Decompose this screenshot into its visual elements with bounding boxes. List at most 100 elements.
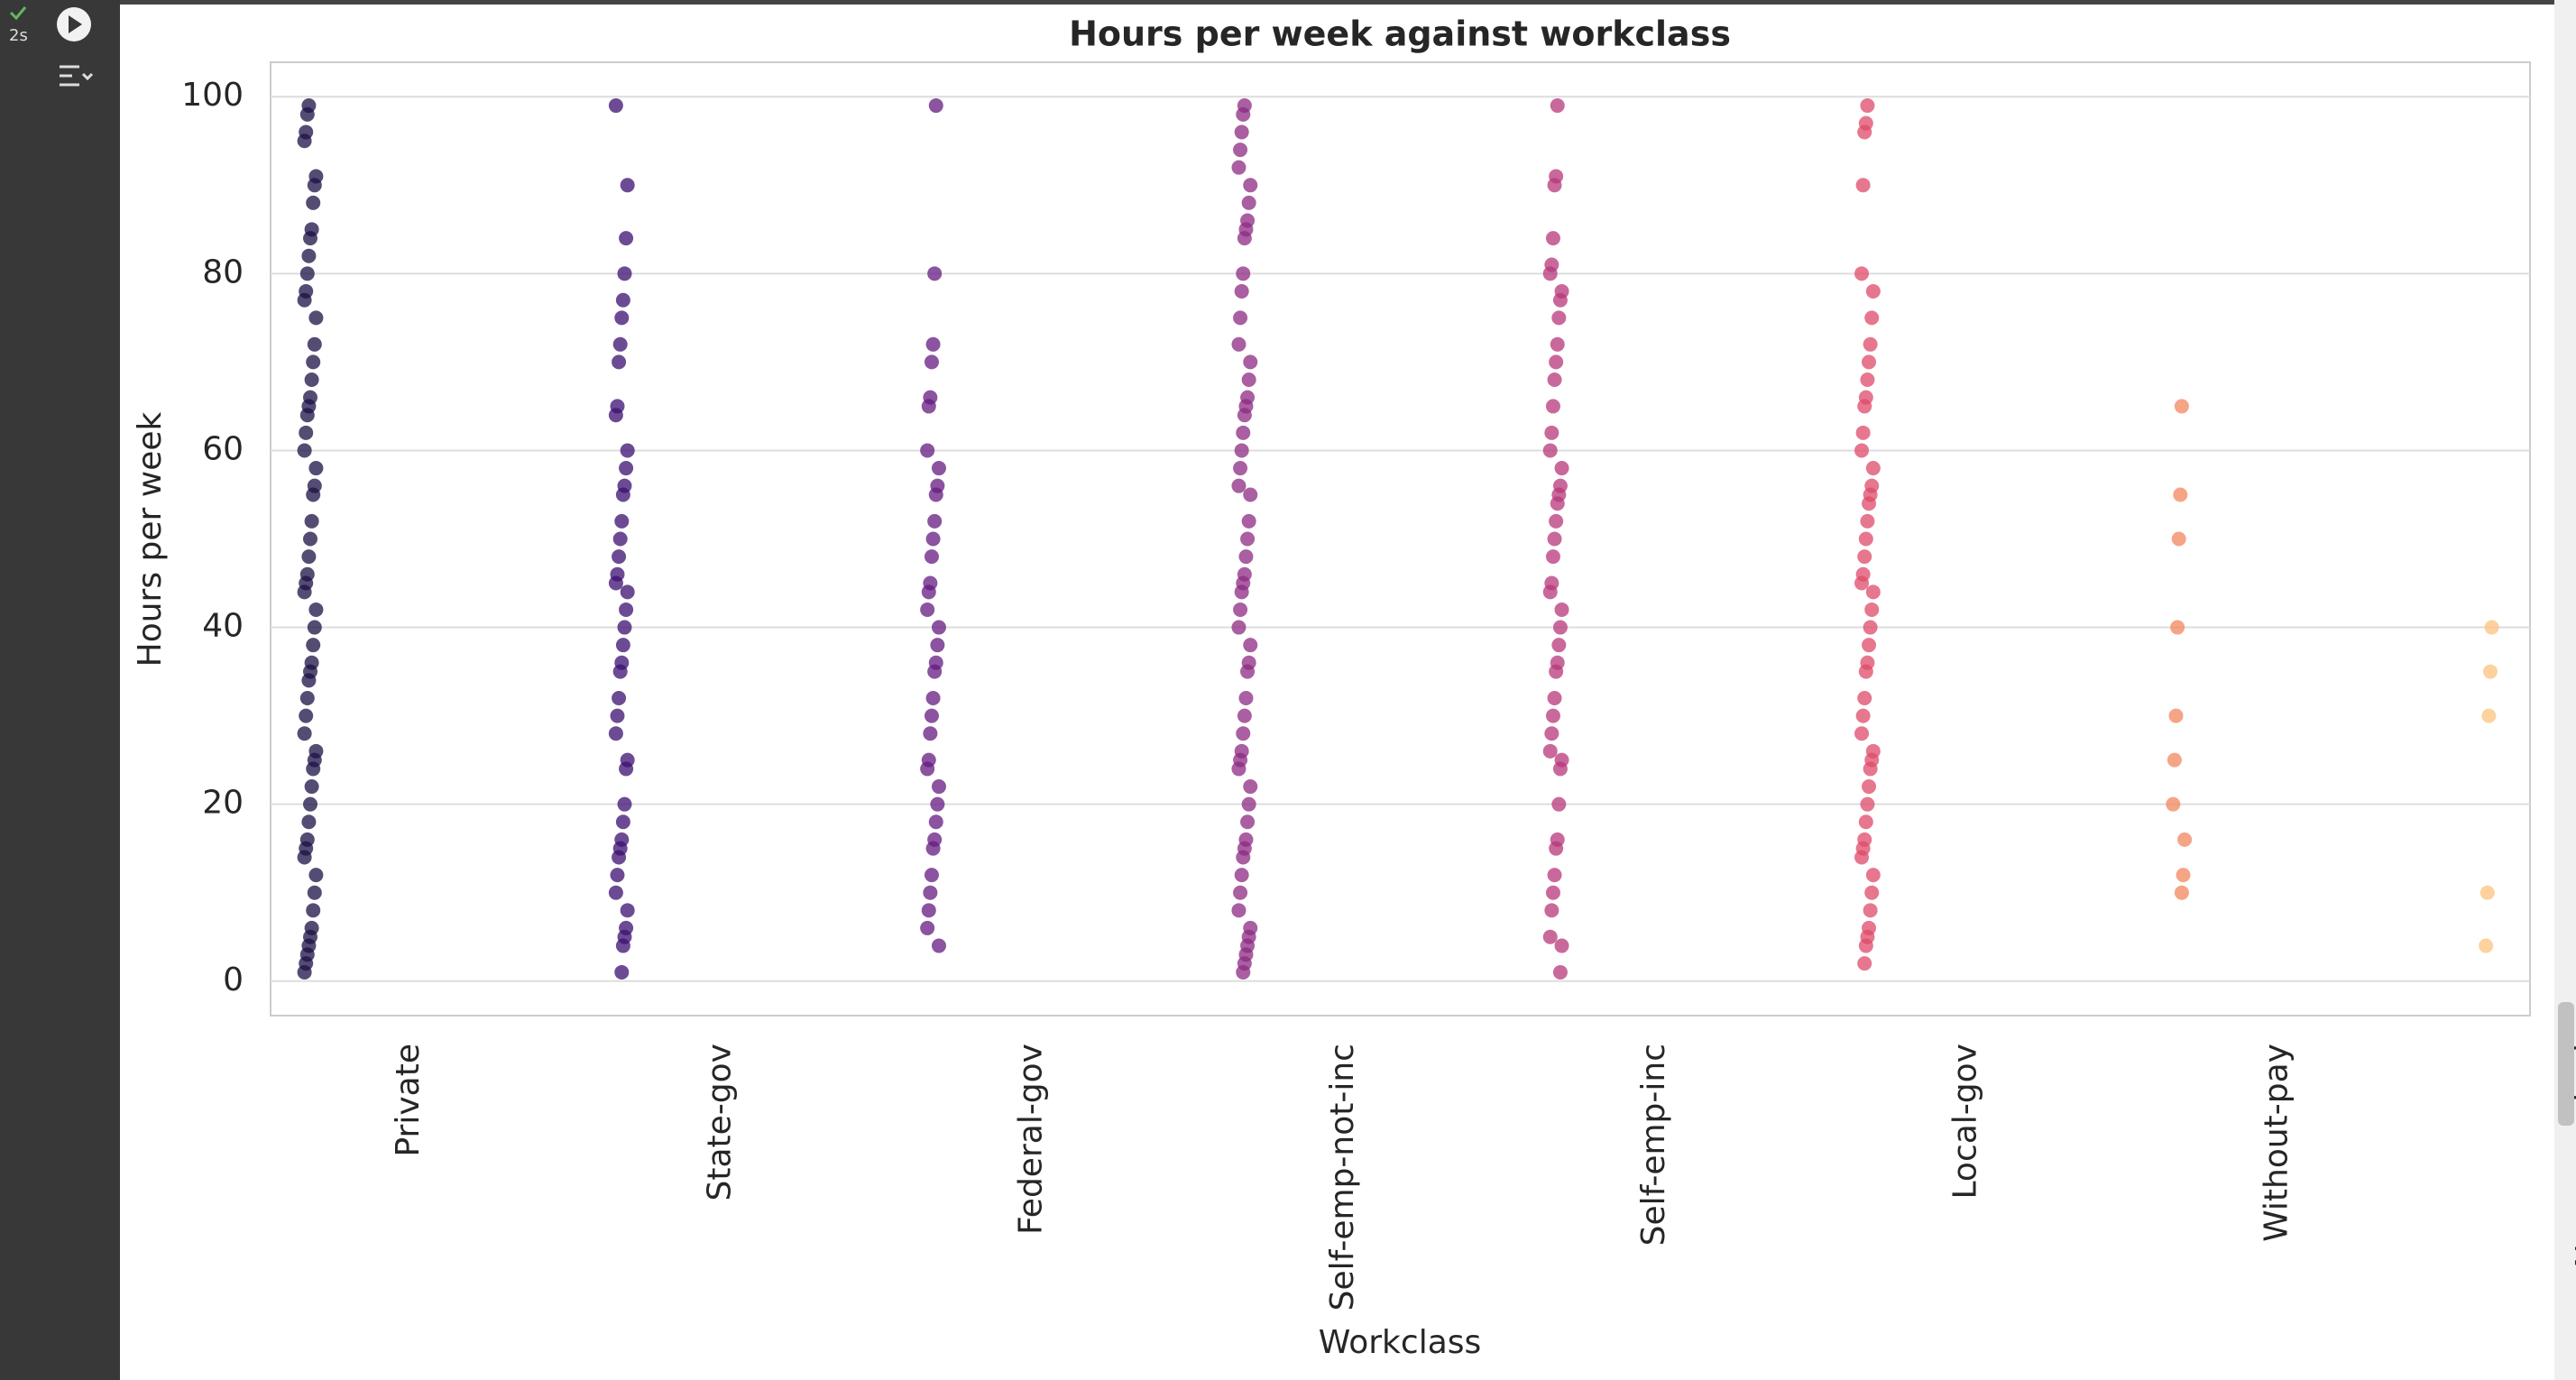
strip-point <box>306 195 321 210</box>
strip-point <box>1865 584 1881 600</box>
strip-point <box>1554 752 1569 768</box>
strip-point <box>308 868 324 883</box>
strip-point <box>307 478 322 493</box>
strip-point <box>615 638 630 653</box>
strip-point <box>1231 620 1247 635</box>
strip-point <box>1855 425 1871 440</box>
strip-point <box>924 354 939 370</box>
strip-point <box>1243 779 1258 795</box>
strip-point <box>1233 310 1248 326</box>
strip-point <box>1864 310 1880 326</box>
strip-point <box>928 655 943 670</box>
strip-point <box>1240 390 1256 405</box>
strip-point <box>1549 169 1564 184</box>
strip-point <box>619 920 634 935</box>
strip-point <box>931 938 946 953</box>
strip-point <box>923 390 938 405</box>
strip-point <box>304 373 319 388</box>
strip-point <box>1234 283 1249 299</box>
strip-point <box>923 885 938 900</box>
strip-point <box>2479 938 2494 953</box>
strip-point <box>1550 832 1565 847</box>
strip-point <box>620 584 635 600</box>
status-check <box>9 6 27 21</box>
strip-point <box>928 814 943 830</box>
strip-point <box>1238 690 1254 705</box>
strip-point <box>307 336 322 352</box>
x-tick-label: State-gov <box>701 1044 738 1201</box>
strip-point <box>924 549 939 565</box>
run-time: 2s <box>9 26 28 45</box>
strip-point <box>1858 814 1873 830</box>
strip-point <box>2177 832 2193 847</box>
strip-point <box>1231 336 1247 352</box>
strip-point <box>930 478 945 493</box>
strip-point <box>1243 354 1258 370</box>
strip-point <box>1547 868 1562 883</box>
strip-point <box>615 292 630 308</box>
strip-point <box>297 443 312 458</box>
strip-point <box>928 98 943 114</box>
strip-point <box>612 354 627 370</box>
run-button[interactable] <box>57 7 91 41</box>
strip-point <box>1234 124 1249 140</box>
strip-point <box>1237 708 1252 723</box>
strip-point <box>306 354 321 370</box>
y-tick-label: 40 <box>202 608 244 645</box>
strip-point <box>301 814 317 830</box>
strip-point <box>608 726 623 741</box>
strip-point <box>1237 566 1252 582</box>
strip-point <box>617 266 632 281</box>
strip-point <box>299 566 315 582</box>
strip-point <box>299 124 314 140</box>
strip-point <box>1243 178 1258 193</box>
strip-point <box>924 868 939 883</box>
scrollbar[interactable] <box>2554 0 2576 1380</box>
y-tick-label: 80 <box>202 253 244 290</box>
cell-top-edge <box>120 0 2554 5</box>
strip-point <box>1865 743 1881 759</box>
strip-point <box>1554 283 1569 299</box>
strip-point <box>2171 531 2186 547</box>
cell-menu[interactable] <box>60 65 94 87</box>
strip-point <box>1863 903 1878 918</box>
strip-point <box>1240 531 1256 547</box>
strip-point <box>931 620 946 635</box>
strip-point <box>1547 531 1562 547</box>
strip-point <box>304 655 319 670</box>
strip-point <box>1233 885 1248 900</box>
strip-point <box>307 885 322 900</box>
strip-point <box>1231 903 1247 918</box>
strip-point <box>304 513 319 529</box>
strip-point <box>1857 549 1872 565</box>
strip-point <box>308 602 324 617</box>
strip-point <box>620 178 635 193</box>
strip-point <box>301 248 317 263</box>
strip-point <box>1865 283 1881 299</box>
strip-point <box>1550 336 1565 352</box>
strip-point <box>308 169 324 184</box>
cell-gutter <box>0 0 120 1380</box>
strip-point <box>1552 478 1568 493</box>
strip-point <box>1855 566 1871 582</box>
strip-point <box>1233 602 1248 617</box>
strip-point <box>1236 726 1251 741</box>
strip-point <box>608 98 623 114</box>
strip-point <box>1865 461 1881 476</box>
strip-point <box>2168 708 2184 723</box>
strip-point <box>612 549 627 565</box>
strip-point <box>299 283 314 299</box>
strip-point <box>1864 602 1880 617</box>
strip-point <box>920 443 935 458</box>
strip-point <box>1234 443 1249 458</box>
strip-point <box>927 832 943 847</box>
strip-point <box>308 461 324 476</box>
strip-point <box>614 513 630 529</box>
strip-point <box>617 620 632 635</box>
x-tick-label: Without-pay <box>2259 1044 2295 1242</box>
strip-point <box>1542 443 1558 458</box>
strip-point <box>925 531 941 547</box>
scrollbar-thumb[interactable] <box>2558 1002 2574 1126</box>
strip-point <box>610 399 625 414</box>
